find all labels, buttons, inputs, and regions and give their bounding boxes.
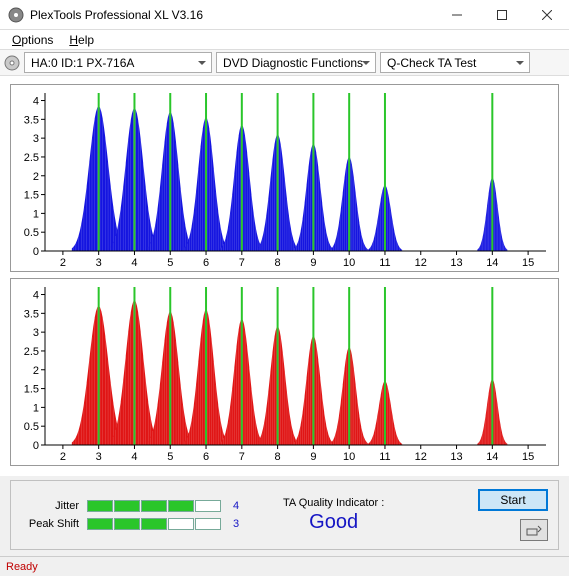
peakshift-bars <box>87 518 221 530</box>
svg-text:15: 15 <box>522 257 534 269</box>
svg-text:7: 7 <box>239 257 245 269</box>
close-button[interactable] <box>524 0 569 30</box>
quality-label: TA Quality Indicator : <box>283 497 384 509</box>
peakshift-row: Peak Shift 3 <box>21 518 243 530</box>
peakshift-value: 3 <box>229 518 243 530</box>
svg-text:0: 0 <box>33 440 39 452</box>
svg-text:6: 6 <box>203 257 209 269</box>
maximize-button[interactable] <box>479 0 524 30</box>
svg-text:11: 11 <box>379 451 390 463</box>
svg-text:5: 5 <box>167 451 173 463</box>
minimize-button[interactable] <box>434 0 479 30</box>
svg-text:9: 9 <box>310 451 316 463</box>
app-icon <box>8 7 24 23</box>
svg-text:7: 7 <box>239 451 245 463</box>
disc-icon <box>4 55 20 71</box>
svg-text:1.5: 1.5 <box>24 190 39 202</box>
peakshift-label: Peak Shift <box>21 518 79 530</box>
export-button[interactable] <box>520 519 548 541</box>
window-title: PlexTools Professional XL V3.16 <box>30 8 434 22</box>
svg-text:2: 2 <box>60 451 66 463</box>
jitter-label: Jitter <box>21 500 79 512</box>
svg-text:3: 3 <box>33 327 39 339</box>
mode-label: DVD Diagnostic Functions <box>223 56 363 70</box>
svg-text:14: 14 <box>486 451 498 463</box>
svg-text:9: 9 <box>310 257 316 269</box>
quality-section: TA Quality Indicator : Good <box>283 497 384 534</box>
svg-text:14: 14 <box>486 257 498 269</box>
svg-text:4: 4 <box>33 96 39 108</box>
svg-text:2: 2 <box>60 257 66 269</box>
test-dropdown[interactable]: Q-Check TA Test <box>380 52 530 73</box>
svg-text:2: 2 <box>33 365 39 377</box>
jitter-bars <box>87 500 221 512</box>
quality-value: Good <box>309 511 358 534</box>
drive-dropdown[interactable]: HA:0 ID:1 PX-716A <box>24 52 212 73</box>
svg-text:10: 10 <box>343 257 355 269</box>
svg-text:6: 6 <box>203 451 209 463</box>
svg-text:4: 4 <box>131 451 137 463</box>
svg-text:11: 11 <box>379 257 390 269</box>
svg-text:12: 12 <box>415 257 427 269</box>
svg-text:8: 8 <box>275 257 281 269</box>
svg-text:10: 10 <box>343 451 355 463</box>
drive-label: HA:0 ID:1 PX-716A <box>31 56 134 70</box>
svg-text:12: 12 <box>415 451 427 463</box>
toolbar: HA:0 ID:1 PX-716A DVD Diagnostic Functio… <box>0 50 569 76</box>
svg-text:0.5: 0.5 <box>24 227 39 239</box>
chart-top: 0 0.5 1 1.5 2 2.5 3 3.5 4 2 3 4 5 6 7 8 9 10 11 12 13 14 15 <box>10 84 559 272</box>
jitter-row: Jitter 4 <box>21 500 243 512</box>
svg-text:5: 5 <box>167 257 173 269</box>
menu-help[interactable]: Help <box>61 31 102 49</box>
svg-text:13: 13 <box>450 451 462 463</box>
export-icon <box>526 524 542 536</box>
menubar: Options Help <box>0 30 569 50</box>
svg-text:15: 15 <box>522 451 534 463</box>
svg-text:2: 2 <box>33 171 39 183</box>
svg-text:3: 3 <box>96 257 102 269</box>
chart-area: 00.511.522.533.5423456789101112131415 00… <box>0 76 569 476</box>
button-section: Start <box>478 489 548 541</box>
svg-text:3: 3 <box>33 133 39 145</box>
status-text: Ready <box>6 561 38 573</box>
metrics-panel: Jitter 4 Peak Shift 3 TA Quality Indicat… <box>10 480 559 550</box>
svg-text:13: 13 <box>450 257 462 269</box>
svg-text:3: 3 <box>96 451 102 463</box>
test-label: Q-Check TA Test <box>387 56 476 70</box>
svg-text:3.5: 3.5 <box>24 308 39 320</box>
svg-text:2.5: 2.5 <box>24 346 39 358</box>
chart-bottom: 0 0.5 1 1.5 2 2.5 3 3.5 4 2 3 4 5 6 7 8 9 10 11 12 13 14 15 <box>10 278 559 466</box>
svg-text:0: 0 <box>33 246 39 258</box>
statusbar: Ready <box>0 556 569 576</box>
mode-dropdown[interactable]: DVD Diagnostic Functions <box>216 52 376 73</box>
svg-text:1.5: 1.5 <box>24 384 39 396</box>
titlebar: PlexTools Professional XL V3.16 <box>0 0 569 30</box>
svg-text:2.5: 2.5 <box>24 152 39 164</box>
jitter-value: 4 <box>229 500 243 512</box>
start-button[interactable]: Start <box>478 489 548 511</box>
svg-text:3.5: 3.5 <box>24 114 39 126</box>
svg-text:1: 1 <box>33 402 39 414</box>
svg-text:4: 4 <box>33 290 39 302</box>
svg-text:4: 4 <box>131 257 137 269</box>
svg-text:0.5: 0.5 <box>24 421 39 433</box>
menu-options[interactable]: Options <box>4 31 61 49</box>
svg-text:1: 1 <box>33 208 39 220</box>
svg-text:8: 8 <box>275 451 281 463</box>
bars-section: Jitter 4 Peak Shift 3 <box>21 500 243 530</box>
